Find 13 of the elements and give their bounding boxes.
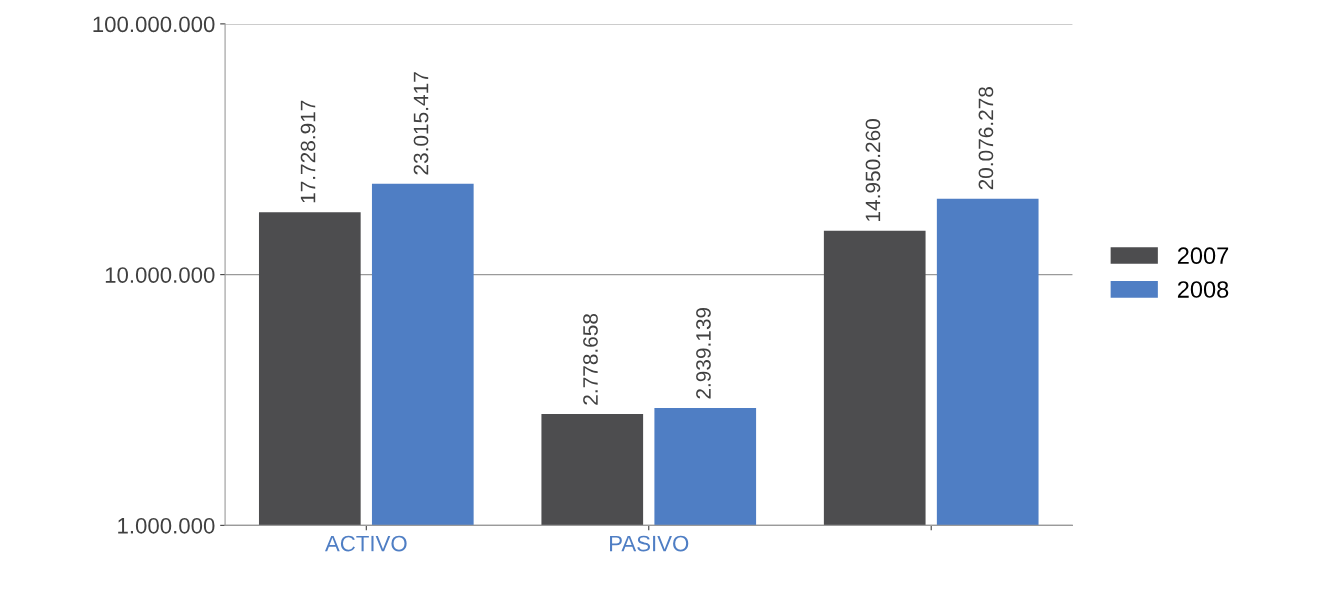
- x-tick-label: ACTIVO: [324, 535, 407, 552]
- y-tick-label: 1.000.000: [118, 517, 215, 534]
- legend-label: 2007: [1177, 247, 1229, 265]
- y-tick-label: 100.000.000: [93, 16, 215, 33]
- data-label: 2.939.139: [696, 307, 711, 399]
- x-tick-label: PASIVO: [610, 535, 689, 552]
- legend-label: 2008: [1177, 281, 1229, 298]
- data-label: 17.728.917: [300, 100, 316, 203]
- data-label: 14.950.260: [865, 119, 881, 221]
- data-label: 20.076.278: [978, 87, 994, 190]
- y-tick-label: 10.000.000: [105, 267, 215, 283]
- data-label: 23.015.417: [413, 72, 429, 175]
- data-label: 2.778.658: [583, 313, 598, 405]
